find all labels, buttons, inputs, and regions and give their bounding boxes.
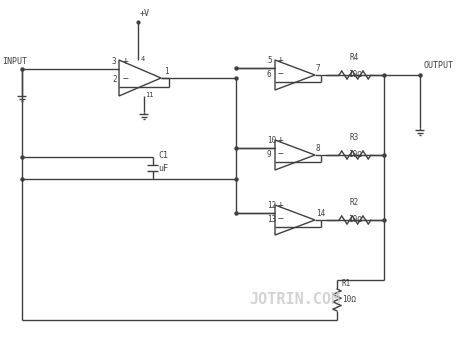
Text: C1: C1 (158, 151, 168, 160)
Text: JOTRIN.COM: JOTRIN.COM (249, 293, 341, 308)
Text: 13: 13 (267, 215, 276, 224)
Text: −: − (278, 69, 284, 79)
Text: 10Ω: 10Ω (348, 150, 362, 159)
Text: INPUT: INPUT (2, 57, 27, 66)
Text: 6: 6 (267, 70, 272, 79)
Text: 10Ω: 10Ω (348, 215, 362, 224)
Text: −: − (278, 149, 284, 159)
Text: 2: 2 (112, 75, 117, 84)
Text: 4: 4 (141, 56, 145, 62)
Text: 7: 7 (316, 64, 320, 73)
Text: 5: 5 (267, 56, 272, 65)
Text: −: − (123, 74, 129, 84)
Text: R4: R4 (350, 53, 359, 62)
Text: 1: 1 (164, 67, 169, 76)
Text: 14: 14 (316, 209, 325, 218)
Text: uF: uF (158, 164, 168, 173)
Text: +: + (123, 56, 129, 66)
Text: 10Ω: 10Ω (342, 295, 356, 304)
Text: 3: 3 (112, 57, 117, 66)
Text: 9: 9 (267, 150, 272, 159)
Text: +: + (278, 200, 284, 210)
Text: R1: R1 (342, 279, 351, 288)
Text: R2: R2 (350, 198, 359, 207)
Text: R3: R3 (350, 133, 359, 142)
Text: 10: 10 (267, 136, 276, 145)
Text: OUTPUT: OUTPUT (424, 61, 454, 70)
Text: +V: +V (140, 9, 150, 18)
Text: 10Ω: 10Ω (348, 70, 362, 79)
Text: 11: 11 (145, 92, 154, 98)
Text: +: + (278, 135, 284, 145)
Text: 12: 12 (267, 201, 276, 210)
Text: −: − (278, 214, 284, 224)
Text: 8: 8 (316, 144, 320, 153)
Text: +: + (278, 55, 284, 65)
